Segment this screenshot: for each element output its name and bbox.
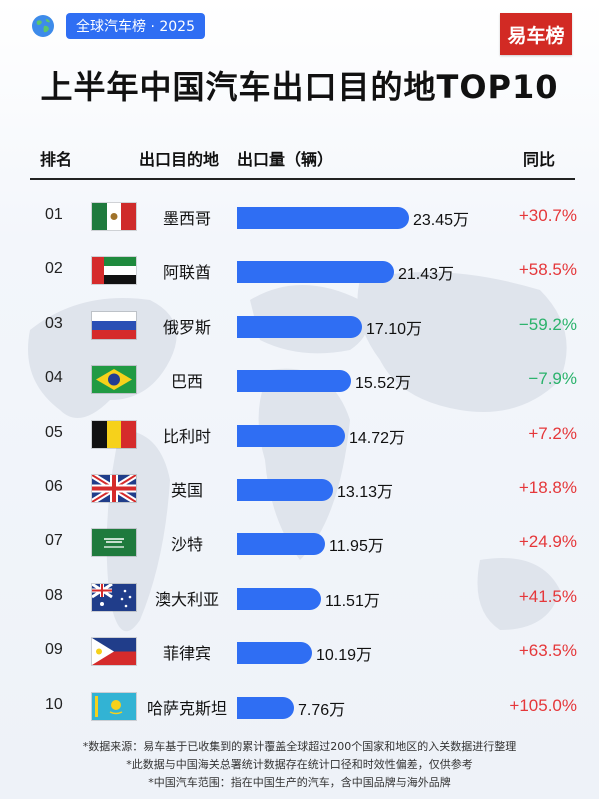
country-name: 巴西 [170, 372, 203, 392]
yoy-change: +105.0% [509, 695, 577, 715]
brazil-flag [92, 366, 136, 394]
uk-flag [90, 472, 138, 505]
table-row: 06 英国 13.13万 +18.8% [0, 462, 599, 516]
value-label: 10.19万 [316, 647, 373, 665]
top-bar: 全球汽车榜 · 2025 [30, 12, 205, 40]
export-bar [237, 424, 345, 447]
rank-number: 08 [45, 586, 63, 604]
table-row: 10 哈萨克斯坦 7.76万 +105.0% [0, 680, 599, 734]
export-bar [237, 478, 333, 501]
value-label: 11.51万 [325, 592, 380, 610]
country-name: 俄罗斯 [162, 317, 211, 337]
export-bar [237, 642, 312, 665]
table-row: 09 菲律宾 10.19万 +63.5% [0, 625, 599, 679]
country-name: 沙特 [170, 535, 203, 555]
rank-column-header: 排名 [40, 150, 73, 169]
value-label: 11.95万 [329, 538, 384, 556]
rank-number: 03 [45, 314, 63, 332]
table-row: 02 阿联酋 21.43万 +58.5% [0, 244, 599, 298]
header-divider [30, 178, 575, 180]
export-bar [237, 533, 325, 556]
yoy-change: +41.5% [518, 586, 577, 606]
yoy-change: +7.2% [528, 423, 577, 443]
rank-number: 06 [45, 477, 63, 495]
country-name: 墨西哥 [162, 209, 211, 228]
russia-flag [92, 311, 136, 339]
footnote: *中国汽车范围：指在中国生产的汽车，含中国品牌与海外品牌 [148, 776, 451, 789]
value-label: 13.13万 [337, 483, 394, 501]
yoy-column-header: 同比 [523, 150, 556, 169]
yoy-change: −59.2% [518, 314, 577, 334]
table-row: 05 比利时 14.72万 +7.2% [0, 408, 599, 462]
export-bar [237, 587, 321, 610]
mexico-flag [92, 203, 136, 230]
export-bar [237, 696, 294, 719]
yoy-change: +63.5% [518, 641, 577, 661]
rank-number: 02 [45, 260, 63, 278]
rank-number: 07 [45, 532, 63, 550]
value-label: 7.76万 [298, 701, 346, 719]
yoy-change: +18.8% [518, 477, 577, 497]
country-name: 哈萨克斯坦 [146, 698, 227, 718]
value-label: 14.72万 [349, 429, 406, 447]
belgium-flag [92, 420, 136, 448]
rank-number: 04 [45, 369, 63, 387]
footnote: *此数据与中国海关总署统计数据存在统计口径和时效性偏差，仅供参考 [126, 758, 473, 771]
yoy-change: +24.9% [518, 532, 577, 552]
australia-flag [91, 582, 136, 611]
globe-icon [32, 15, 54, 37]
yoy-change: −7.9% [528, 369, 577, 389]
country-name: 比利时 [162, 426, 211, 446]
export-bar [237, 207, 409, 229]
category-tag: 全球汽车榜 · 2025 [66, 13, 205, 39]
table-row: 04 巴西 15.52万 −7.9% [0, 353, 599, 407]
page-title: 上半年中国汽车出口目的地TOP10 [40, 68, 559, 106]
table-header: 排名 出口目的地 出口量（辆） 同比 [0, 146, 599, 170]
rank-number: 10 [45, 695, 63, 713]
yoy-change: +58.5% [518, 260, 577, 280]
export-bar [237, 315, 362, 338]
kazakhstan-flag [92, 692, 136, 720]
rank-number: 09 [45, 641, 63, 659]
export-bar [237, 261, 394, 284]
export-bar [237, 370, 351, 393]
country-name: 澳大利亚 [154, 589, 219, 609]
value-label: 17.10万 [366, 320, 423, 338]
table-row: 07 沙特 11.95万 +24.9% [0, 516, 599, 570]
table-row: 03 俄罗斯 17.10万 −59.2% [0, 299, 599, 353]
value-label: 21.43万 [398, 266, 455, 284]
rank-number: 01 [45, 206, 63, 223]
table-row: 01 墨西哥 23.45万 +30.7% [0, 190, 599, 244]
volume-column-header: 出口量（辆） [237, 150, 334, 169]
country-name: 英国 [170, 480, 203, 500]
country-column-header: 出口目的地 [139, 150, 220, 169]
philippines-flag [92, 638, 136, 666]
value-label: 23.45万 [413, 212, 470, 229]
footnote: *数据来源：易车基于已收集到的累计覆盖全球超过200个国家和地区的入关数据进行整… [82, 740, 517, 753]
country-name: 阿联酋 [162, 263, 211, 283]
rank-number: 05 [45, 423, 63, 441]
uae-flag [92, 257, 136, 285]
country-name: 菲律宾 [162, 644, 211, 664]
saudi-flag [92, 529, 136, 557]
yoy-change: +30.7% [518, 206, 577, 225]
ranking-list: 01 墨西哥 23.45万 +30.7% 02 阿联酋 21.43万 +58.5% 03 俄罗斯 1… [0, 190, 599, 734]
table-row: 08 澳大利亚 11.51万 +41.5% [0, 571, 599, 625]
value-label: 15.52万 [355, 375, 412, 393]
footnotes: *数据来源：易车基于已收集到的累计覆盖全球超过200个国家和地区的入关数据进行整… [0, 738, 599, 792]
logo: 易车榜 [500, 13, 572, 55]
